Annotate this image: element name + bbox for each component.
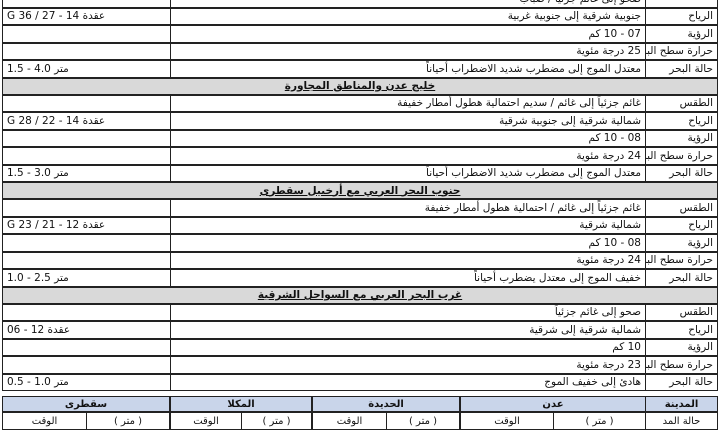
- row-text: 24 درجة مئوية: [170, 251, 646, 269]
- tide-height-header: ( متر ): [553, 412, 646, 430]
- row-value: [2, 251, 171, 269]
- row-value: [2, 129, 171, 147]
- row-value: G 28 / 22 - 14 عقدة: [2, 112, 171, 130]
- row-label: حالة البحر: [645, 373, 718, 391]
- section-heading: خليج عدن والمناطق المجاورة: [2, 77, 718, 95]
- tide-row-label: حالة المد: [645, 412, 718, 430]
- row-label: الرياح: [645, 112, 718, 130]
- tide-time-header: الوقت: [460, 412, 554, 430]
- row-value: [2, 0, 171, 8]
- row-value: [2, 234, 171, 252]
- row-value: [2, 25, 171, 43]
- row-value: 1.5 - 3.0 متر: [2, 164, 171, 182]
- tide-height-header: ( متر ): [386, 412, 460, 430]
- row-label: الرؤية: [645, 234, 718, 252]
- tide-height-header: ( متر ): [86, 412, 170, 430]
- row-label: حالة البحر: [645, 164, 718, 182]
- row-value: [2, 42, 171, 60]
- row-text: غائم جزئياً إلى غائم / سديم احتمالية هطو…: [170, 94, 646, 112]
- row-text: هادئ إلى خفيف الموج: [170, 373, 646, 391]
- row-label: الرياح: [645, 321, 718, 339]
- row-label: الطقس: [645, 303, 718, 321]
- row-value: 06 - 12 عقدة: [2, 321, 171, 339]
- row-text: 10 كم: [170, 338, 646, 356]
- row-label: حرارة سطح البحر: [645, 356, 718, 374]
- tide-height-header: ( متر ): [241, 412, 312, 430]
- row-text: شمالية شرقية: [170, 216, 646, 234]
- row-text: 24 درجة مئوية: [170, 147, 646, 165]
- row-label: الرياح: [645, 216, 718, 234]
- row-label: الرؤية: [645, 338, 718, 356]
- tide-city-name: الحديدة: [312, 396, 460, 412]
- row-text: صحو إلى غائم جزئياً / ضباب: [170, 0, 646, 8]
- tide-time-header: الوقت: [312, 412, 387, 430]
- row-label: الطقس: [645, 94, 718, 112]
- tide-city-header: المدينة: [645, 396, 718, 412]
- row-value: [2, 199, 171, 217]
- row-text: غائم جزئياً إلى غائم / احتمالية هطول أمط…: [170, 199, 646, 217]
- row-text: معتدل الموج إلى مضطرب شديد الاضطراب أحيا…: [170, 164, 646, 182]
- row-label: حرارة سطح البحر: [645, 251, 718, 269]
- row-text: 08 - 10 كم: [170, 129, 646, 147]
- tide-time-header: الوقت: [170, 412, 242, 430]
- row-value: 0.5 - 1.0 متر: [2, 373, 171, 391]
- row-text: 23 درجة مئوية: [170, 356, 646, 374]
- row-label: الرؤية: [645, 25, 718, 43]
- row-label: الرؤية: [645, 129, 718, 147]
- row-label: الطقس: [645, 199, 718, 217]
- row-value: [2, 338, 171, 356]
- row-text: صحو إلى غائم جزئياً: [170, 303, 646, 321]
- row-text: 07 - 10 كم: [170, 25, 646, 43]
- row-text: شمالية شرقية إلى شرقية: [170, 321, 646, 339]
- tide-city-name: المكلا: [170, 396, 312, 412]
- row-text: شمالية شرقية إلى جنوبية شرقية: [170, 112, 646, 130]
- row-value: G 23 / 21 - 12 عقدة: [2, 216, 171, 234]
- tide-city-name: سقطرى: [2, 396, 170, 412]
- row-text: معتدل الموج إلى مضطرب شديد الاضطراب أحيا…: [170, 60, 646, 78]
- row-value: [2, 356, 171, 374]
- tide-time-header: الوقت: [2, 412, 87, 430]
- row-text: خفيف الموج إلى معتدل يضطرب أحياناً: [170, 269, 646, 287]
- row-label: حرارة سطح البحر: [645, 147, 718, 165]
- row-label: الرياح: [645, 7, 718, 25]
- row-label: حالة البحر: [645, 269, 718, 287]
- row-value: 1.0 - 2.5 متر: [2, 269, 171, 287]
- row-text: 25 درجة مئوية: [170, 42, 646, 60]
- row-label: [645, 0, 718, 8]
- section-heading: غرب البحر العربي مع السواحل الشرقية: [2, 286, 718, 304]
- row-value: 1.5 - 4.0 متر: [2, 60, 171, 78]
- row-value: G 36 / 27 - 14 عقدة: [2, 7, 171, 25]
- row-text: 08 - 10 كم: [170, 234, 646, 252]
- row-value: [2, 94, 171, 112]
- row-text: جنوبية شرقية إلى جنوبية غربية: [170, 7, 646, 25]
- section-heading: جنوب البحر العربي مع أرخبيل سقطرى: [2, 182, 718, 199]
- row-label: حرارة سطح البحر: [645, 42, 718, 60]
- row-value: [2, 147, 171, 165]
- row-label: حالة البحر: [645, 60, 718, 78]
- tide-city-name: عدن: [460, 396, 646, 412]
- row-value: [2, 303, 171, 321]
